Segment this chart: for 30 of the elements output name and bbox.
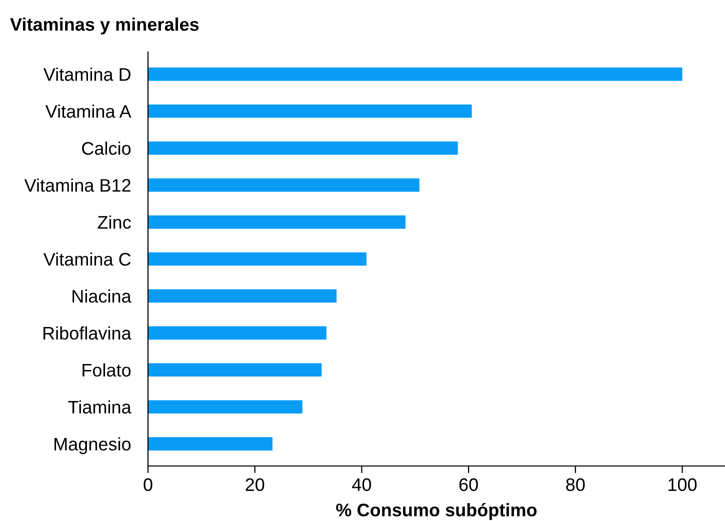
bar: [148, 437, 272, 450]
bar: [148, 326, 326, 340]
bar: [148, 104, 472, 118]
y-tick-label: Calcio: [82, 142, 131, 155]
y-tick-label: Vitamina B12: [24, 178, 130, 192]
y-tick-label: Vitamina D: [43, 68, 130, 81]
y-tick-label: Zinc: [98, 215, 131, 229]
bar: [148, 252, 367, 266]
x-tick-label: 80: [566, 478, 585, 492]
y-tick-label: Vitamina C: [43, 252, 131, 266]
y-tick-label: Riboflavina: [43, 326, 132, 340]
y-tick-label: Vitamina A: [45, 104, 132, 118]
bar: [148, 289, 337, 303]
x-axis-title: % Consumo subóptimo: [336, 502, 537, 520]
y-tick-label: Niacina: [72, 289, 132, 303]
x-tick-label: 60: [459, 478, 478, 492]
bar: [148, 215, 406, 229]
y-tick-label: Tiamina: [68, 400, 132, 414]
x-tick-label: 100: [668, 478, 697, 492]
x-tick-label: 0: [144, 478, 152, 492]
chart-title: Vitaminas y minerales: [10, 18, 199, 34]
y-tick-label: Magnesio: [54, 437, 131, 454]
bar: [148, 363, 322, 377]
bar: [148, 400, 302, 414]
bar: [148, 178, 420, 192]
bar: [148, 68, 682, 81]
x-tick-label: 40: [352, 478, 372, 492]
y-tick-label: Folato: [82, 363, 131, 377]
x-tick-label: 20: [246, 478, 264, 492]
bar: [148, 141, 458, 155]
